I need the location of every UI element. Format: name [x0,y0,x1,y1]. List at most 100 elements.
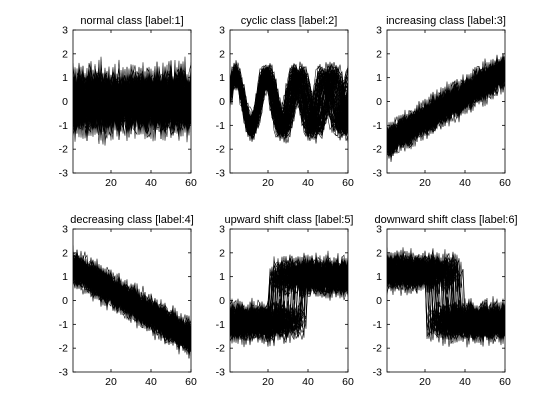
subplot-4: -3 -2 -1 0 1 2 3 20 40 60 decreasing class [label:… [59,214,197,388]
subplot-title: upward shift class [label:5] [224,214,353,226]
y-tick-label: 1 [219,72,225,84]
series-line [387,66,505,153]
subplot-title: normal class [label:1] [80,15,183,27]
subplot-6: -3 -2 -1 0 1 2 3 20 40 60 downward shift class [la… [373,214,518,388]
series-line [73,60,191,126]
series-line [73,64,191,145]
series-line [387,67,505,155]
y-tick-label: -1 [59,319,68,331]
y-tick-label: 3 [219,25,225,37]
subplot-2: -3 -2 -1 0 1 2 3 20 40 60 cyclic class [label:2] [216,15,354,189]
x-tick-label: 20 [105,376,117,388]
y-tick-label: -1 [373,319,382,331]
y-tick-label: 1 [376,72,382,84]
y-tick-label: 2 [376,48,382,60]
subplot-1: -3 -2 -1 0 1 2 3 20 40 60 normal class [label:1] [59,15,197,189]
y-tick-label: 0 [219,295,225,307]
series-group [230,250,348,348]
series-group [73,245,191,359]
y-tick-label: 3 [62,224,68,236]
series-line [73,263,191,353]
series-line [230,256,348,336]
y-tick-label: 3 [376,25,382,37]
x-tick-label: 60 [185,177,197,189]
y-tick-label: -1 [216,319,225,331]
x-tick-label: 40 [302,376,314,388]
y-tick-label: -3 [216,168,225,180]
x-tick-label: 60 [342,177,354,189]
subplot-title: downward shift class [label:6] [374,214,517,226]
x-tick-label: 40 [145,376,157,388]
subplot-5: -3 -2 -1 0 1 2 3 20 40 60 upward shift class [labe… [216,214,354,388]
y-tick-label: -3 [373,168,382,180]
y-tick-label: -1 [59,120,68,132]
x-tick-label: 20 [262,376,274,388]
y-tick-label: -3 [216,367,225,379]
y-tick-label: -1 [373,120,382,132]
y-tick-label: 2 [62,48,68,60]
series-line [387,257,505,340]
y-tick-label: 3 [376,224,382,236]
y-tick-label: 2 [376,247,382,259]
series-line [387,250,505,344]
series-line [387,254,505,346]
series-line [387,56,505,149]
subplot-title: cyclic class [label:2] [241,15,338,27]
subplot-3: -3 -2 -1 0 1 2 3 20 40 60 increasing class [label:… [373,15,511,189]
x-tick-label: 20 [419,376,431,388]
series-line [73,262,191,348]
x-tick-label: 60 [499,177,511,189]
y-tick-label: 3 [62,25,68,37]
subplot-title: increasing class [label:3] [386,15,506,27]
y-tick-label: 0 [62,295,68,307]
series-line [387,61,505,146]
y-tick-label: 3 [219,224,225,236]
x-tick-label: 20 [262,177,274,189]
series-group [73,56,191,146]
y-tick-label: -3 [59,168,68,180]
series-line [387,53,505,157]
series-line [230,252,348,336]
y-tick-label: -1 [216,120,225,132]
series-line [387,63,505,148]
series-line [230,262,348,344]
series-group [387,247,505,348]
x-tick-label: 40 [302,177,314,189]
y-tick-label: 1 [219,271,225,283]
series-group [387,53,505,163]
x-tick-label: 40 [459,376,471,388]
x-tick-label: 40 [145,177,157,189]
y-tick-label: -2 [373,144,382,156]
series-line [230,74,348,129]
series-line [230,261,348,340]
y-tick-label: 2 [219,247,225,259]
series-line [230,263,348,333]
y-tick-label: 0 [62,96,68,108]
y-tick-label: -2 [216,144,225,156]
x-tick-label: 60 [499,376,511,388]
x-tick-label: 60 [185,376,197,388]
x-tick-label: 20 [419,177,431,189]
series-line [387,252,505,338]
y-tick-label: 0 [376,295,382,307]
y-tick-label: 0 [219,96,225,108]
series-line [230,256,348,344]
x-tick-label: 40 [459,177,471,189]
x-tick-label: 20 [105,177,117,189]
subplot-title: decreasing class [label:4] [70,214,194,226]
series-group [230,60,348,144]
y-tick-label: 1 [376,271,382,283]
y-tick-label: 0 [376,96,382,108]
y-tick-label: -2 [59,343,68,355]
y-tick-label: 2 [62,247,68,259]
x-tick-label: 60 [342,376,354,388]
y-tick-label: -2 [216,343,225,355]
series-line [73,78,191,135]
series-line [73,70,191,139]
y-tick-label: -2 [59,144,68,156]
y-tick-label: -3 [59,367,68,379]
y-tick-label: -2 [373,343,382,355]
series-line [230,68,348,138]
series-line [230,71,348,138]
series-line [73,69,191,135]
